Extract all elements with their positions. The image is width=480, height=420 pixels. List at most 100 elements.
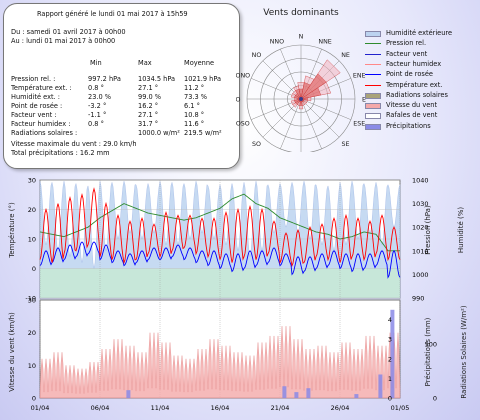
legend-label: Température ext. xyxy=(386,80,443,89)
bottom-y-tick-label: 0 xyxy=(32,395,36,403)
rain-bar xyxy=(306,388,311,398)
stat-min: 0.8 ° xyxy=(88,84,104,92)
rose-direction-label: ENE xyxy=(353,72,366,79)
legend-swatch xyxy=(365,31,381,37)
col-avg: Moyenne xyxy=(184,59,215,67)
stat-avg: 11.2 ° xyxy=(184,84,205,92)
rose-direction-label: SO xyxy=(252,141,261,148)
legend-swatch xyxy=(365,113,381,120)
x-tick-label: 11/04 xyxy=(151,404,170,412)
stat-label: Facteur humidex : xyxy=(11,120,71,128)
top-y-tick-label: 0 xyxy=(32,265,36,273)
top-y2-tick-label: 990 xyxy=(412,295,424,303)
legend-label: Humidité extérieure xyxy=(386,29,453,37)
x-tick-label: 21/04 xyxy=(271,404,290,412)
legend-item: Vitesse du vent xyxy=(365,101,475,110)
rose-spoke xyxy=(300,98,351,120)
max-wind: Vitesse maximale du vent : 29.0 km/h xyxy=(11,140,137,148)
report-title: Rapport généré le lundi 01 mai 2017 à 15… xyxy=(37,10,188,18)
legend-item: Radiations solaires xyxy=(365,91,475,100)
stat-avg: 1021.9 hPa xyxy=(184,75,222,83)
legend-item: Facteur vent xyxy=(365,50,475,59)
rose-direction-label: OSO xyxy=(236,121,250,128)
temperature-line xyxy=(39,187,401,268)
top-y-tick-label: 30 xyxy=(28,177,36,185)
x-tick-label: 01/04 xyxy=(31,404,50,412)
legend-swatch xyxy=(365,74,381,76)
rose-spoke xyxy=(300,98,322,149)
bottom-y-tick-label: 20 xyxy=(28,329,36,337)
stat-max: 27.1 ° xyxy=(138,84,159,92)
legend-item: Point de rosée xyxy=(365,70,475,79)
rain-bar xyxy=(354,394,359,398)
legend-item: Humidité extérieure xyxy=(365,29,475,38)
legend-swatch xyxy=(365,123,381,130)
stat-min: -1.1 ° xyxy=(88,111,107,119)
bottom-y-tick-label: 10 xyxy=(28,362,36,370)
legend-item: Facteur humidex xyxy=(365,60,475,69)
rose-direction-label: NE xyxy=(341,52,350,59)
rose-direction-label: NNO xyxy=(270,38,284,45)
legend-label: Rafales de vent xyxy=(386,111,438,120)
rose-direction-label: ONO xyxy=(236,72,250,79)
stat-max: 1000.0 w/m² xyxy=(138,129,180,137)
stat-max: 1034.5 hPa xyxy=(138,75,176,83)
stat-label: Température ext. : xyxy=(11,84,72,92)
rose-direction-label: O xyxy=(236,97,241,104)
top-y2-tick-label: 1000 xyxy=(412,271,429,279)
rain-bar xyxy=(390,309,395,398)
legend-label: Radiations solaires xyxy=(386,90,448,99)
stat-avg: 219.5 w/m² xyxy=(184,129,222,137)
legend-label: Précipitations xyxy=(386,121,431,130)
rose-spoke xyxy=(300,98,340,138)
top-y-tick-label: 10 xyxy=(28,236,36,244)
x-tick-label: 26/04 xyxy=(331,404,350,412)
top-y2-tick-label: 1030 xyxy=(412,200,429,208)
legend-item: Précipitations xyxy=(365,122,475,131)
bottom-y2label: Précipitations (mm) xyxy=(424,317,432,386)
col-min: Min xyxy=(90,59,102,67)
bottom-y2-tick-label: 3 xyxy=(388,336,392,344)
legend-label: Pression rel. xyxy=(386,39,427,48)
bottom-y-tick-label: 30 xyxy=(28,297,36,305)
rain-bar xyxy=(378,374,383,398)
stat-min: 0.8 ° xyxy=(88,120,104,128)
rose-center xyxy=(299,97,303,101)
dewpoint-line xyxy=(39,241,401,279)
rose-direction-label: N xyxy=(299,34,304,41)
legend-item: Rafales de vent xyxy=(365,111,475,120)
stat-avg: 6.1 ° xyxy=(184,102,200,110)
top-ylabel: Température (°) xyxy=(8,202,16,259)
stat-min: 997.2 hPa xyxy=(88,75,121,83)
bottom-y3-tick-label: 0 xyxy=(433,395,437,403)
legend-label: Point de rosée xyxy=(386,70,433,79)
stat-label: Radiations solaires : xyxy=(11,129,78,137)
stat-min: -3.2 ° xyxy=(88,102,107,110)
legend-swatch xyxy=(365,103,381,110)
top-plot-area xyxy=(39,179,401,299)
below-zero-band xyxy=(40,268,400,298)
rain-bar xyxy=(282,386,287,398)
bottom-y3-tick-label: 500 xyxy=(425,341,437,349)
legend-label: Vitesse du vent xyxy=(386,101,438,110)
bottom-y2-tick-label: 4 xyxy=(388,316,392,324)
total-rain: Total précipitations : 16.2 mm xyxy=(11,149,110,157)
stat-max: 27.1 ° xyxy=(138,111,159,119)
top-y2label: Pression (hPa) xyxy=(424,205,432,255)
pressure-line xyxy=(39,193,400,252)
bottom-y2-tick-label: 2 xyxy=(388,355,392,363)
x-tick-label: 16/04 xyxy=(211,404,230,412)
rose-freq-petal xyxy=(300,87,322,100)
wind-rose-title: Vents dominants xyxy=(263,8,339,18)
legend-swatch xyxy=(365,43,381,45)
rose-direction-label: SE xyxy=(342,141,350,148)
stat-min: 23.0 % xyxy=(88,93,112,101)
legend-swatch xyxy=(365,92,381,99)
top-y-tick-label: -10 xyxy=(25,295,36,303)
stat-max: 31.7 ° xyxy=(138,120,159,128)
bottom-y2-tick-label: 0 xyxy=(388,395,392,403)
top-y-tick-label: 20 xyxy=(28,206,36,214)
legend-label: Facteur humidex xyxy=(386,59,442,68)
stat-avg: 10.8 ° xyxy=(184,111,205,119)
top-y3label: Humidité (%) xyxy=(457,207,465,254)
